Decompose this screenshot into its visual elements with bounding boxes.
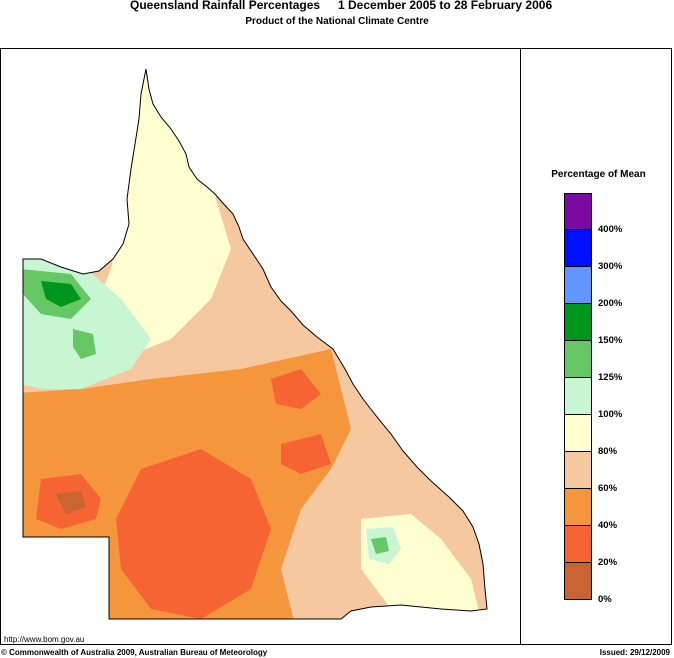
- legend-swatch: [564, 230, 592, 267]
- zone-20-40-central-2: [281, 434, 331, 474]
- zone-20-40-central: [271, 369, 321, 409]
- legend-swatches: [564, 193, 592, 600]
- legend-label: 20%: [598, 557, 618, 568]
- legend-swatch: [564, 341, 592, 378]
- legend-label: 80%: [598, 446, 618, 457]
- legend-swatch: [564, 267, 592, 304]
- legend-label: 150%: [598, 335, 623, 346]
- legend-label: 300%: [598, 261, 623, 272]
- map-subtitle: Product of the National Climate Centre: [245, 16, 429, 27]
- bom-url[interactable]: http://www.bom.gov.au: [4, 635, 85, 644]
- legend-label: 40%: [598, 520, 618, 531]
- legend-swatch: [564, 304, 592, 341]
- map-title: Queensland Rainfall Percentages: [130, 0, 321, 12]
- copyright-notice: © Commonwealth of Australia 2009, Austra…: [1, 648, 268, 657]
- title-bar: Queensland Rainfall Percentages 1 Decemb…: [0, 0, 674, 14]
- map-frame: [0, 48, 672, 645]
- legend-swatch: [564, 563, 592, 600]
- legend-swatch: [564, 378, 592, 415]
- legend-divider: [520, 48, 521, 645]
- legend-label: 400%: [598, 224, 623, 235]
- zone-150-200-gulf: [41, 281, 81, 307]
- map-period: 1 December 2005 to 28 February 2006: [338, 0, 553, 12]
- legend-swatch: [564, 452, 592, 489]
- legend-label: 60%: [598, 483, 618, 494]
- zone-125-150-patch: [73, 329, 96, 359]
- legend-label: 100%: [598, 409, 623, 420]
- legend-swatch: [564, 489, 592, 526]
- queensland-rainfall-map: [22, 68, 488, 620]
- legend-label: 0%: [598, 594, 612, 605]
- zone-0-20-west: [56, 491, 86, 514]
- legend-label: 125%: [598, 372, 623, 383]
- issued-date: Issued: 29/12/2009: [599, 648, 670, 657]
- zone-125-150-southeast: [371, 537, 389, 554]
- legend-label: 200%: [598, 298, 623, 309]
- legend-swatch: [564, 415, 592, 452]
- legend-swatch: [564, 193, 592, 230]
- legend-swatch: [564, 526, 592, 563]
- zone-20-40-southwest: [116, 449, 271, 619]
- legend-title: Percentage of Mean: [551, 169, 646, 180]
